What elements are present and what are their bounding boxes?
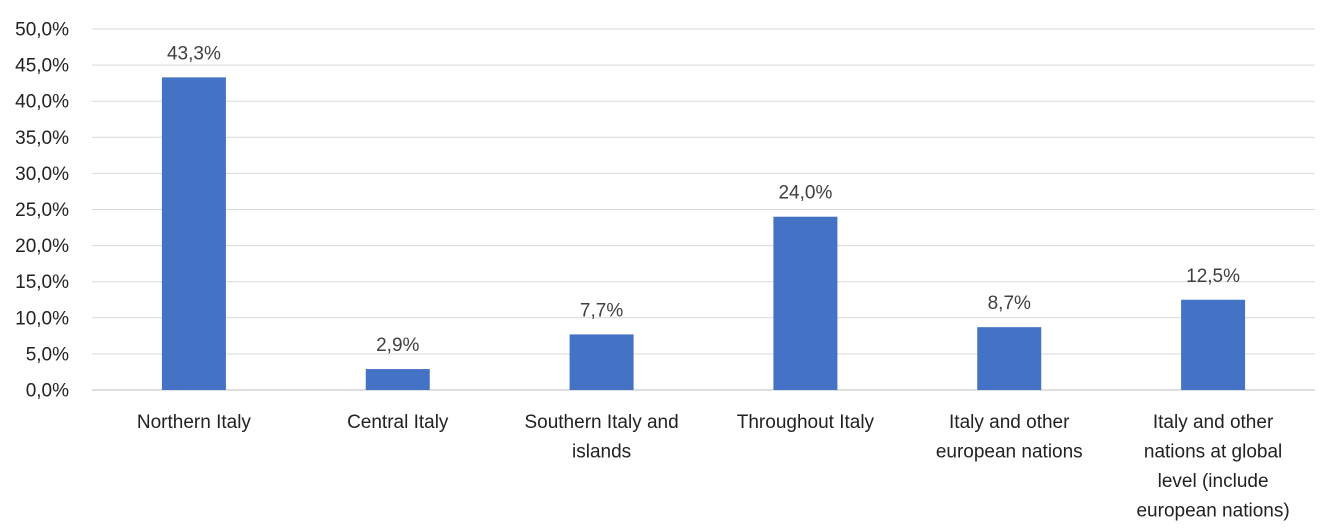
y-tick-label: 50,0% [15,20,69,41]
y-tick-label: 25,0% [15,200,69,221]
data-label: 24,0% [778,183,832,204]
x-category-label: Italy and other european nations [936,412,1083,463]
bar [161,77,226,391]
x-category-label: Northern Italy [137,412,252,433]
bar [773,216,838,390]
x-category-label: Italy and other nations at global level (i… [1136,412,1289,522]
bar [365,369,430,390]
bars [161,77,1246,391]
y-tick-label: 35,0% [15,128,69,149]
y-axis-tick-labels: 0,0% 5,0% 10,0% 15,0% 20,0% 25,0% 30,0% 35,0% 40… [15,20,69,402]
data-label: 8,7% [988,293,1031,314]
data-label: 12,5% [1186,266,1240,287]
data-label: 2,9% [376,335,419,356]
bar [1181,299,1246,390]
y-tick-label: 40,0% [15,92,69,113]
data-label: 7,7% [580,300,623,321]
x-category-label: Central Italy [347,412,449,433]
y-tick-label: 5,0% [26,344,69,365]
x-axis-category-labels: Northern Italy Central Italy Southern Ital… [137,412,1290,522]
y-tick-label: 10,0% [15,308,69,329]
y-tick-label: 15,0% [15,272,69,293]
y-tick-label: 30,0% [15,164,69,185]
gridlines [92,28,1315,355]
y-tick-label: 0,0% [26,381,69,402]
y-tick-label: 45,0% [15,56,69,77]
y-tick-label: 20,0% [15,236,69,257]
bar [977,327,1042,390]
bar [569,334,634,390]
x-category-label: Throughout Italy [737,412,875,433]
x-category-label: Southern Italy and islands [524,412,678,463]
data-labels: 43,3% 2,9% 7,7% 24,0% 8,7% 12,5% [167,43,1240,356]
data-label: 43,3% [167,43,221,64]
